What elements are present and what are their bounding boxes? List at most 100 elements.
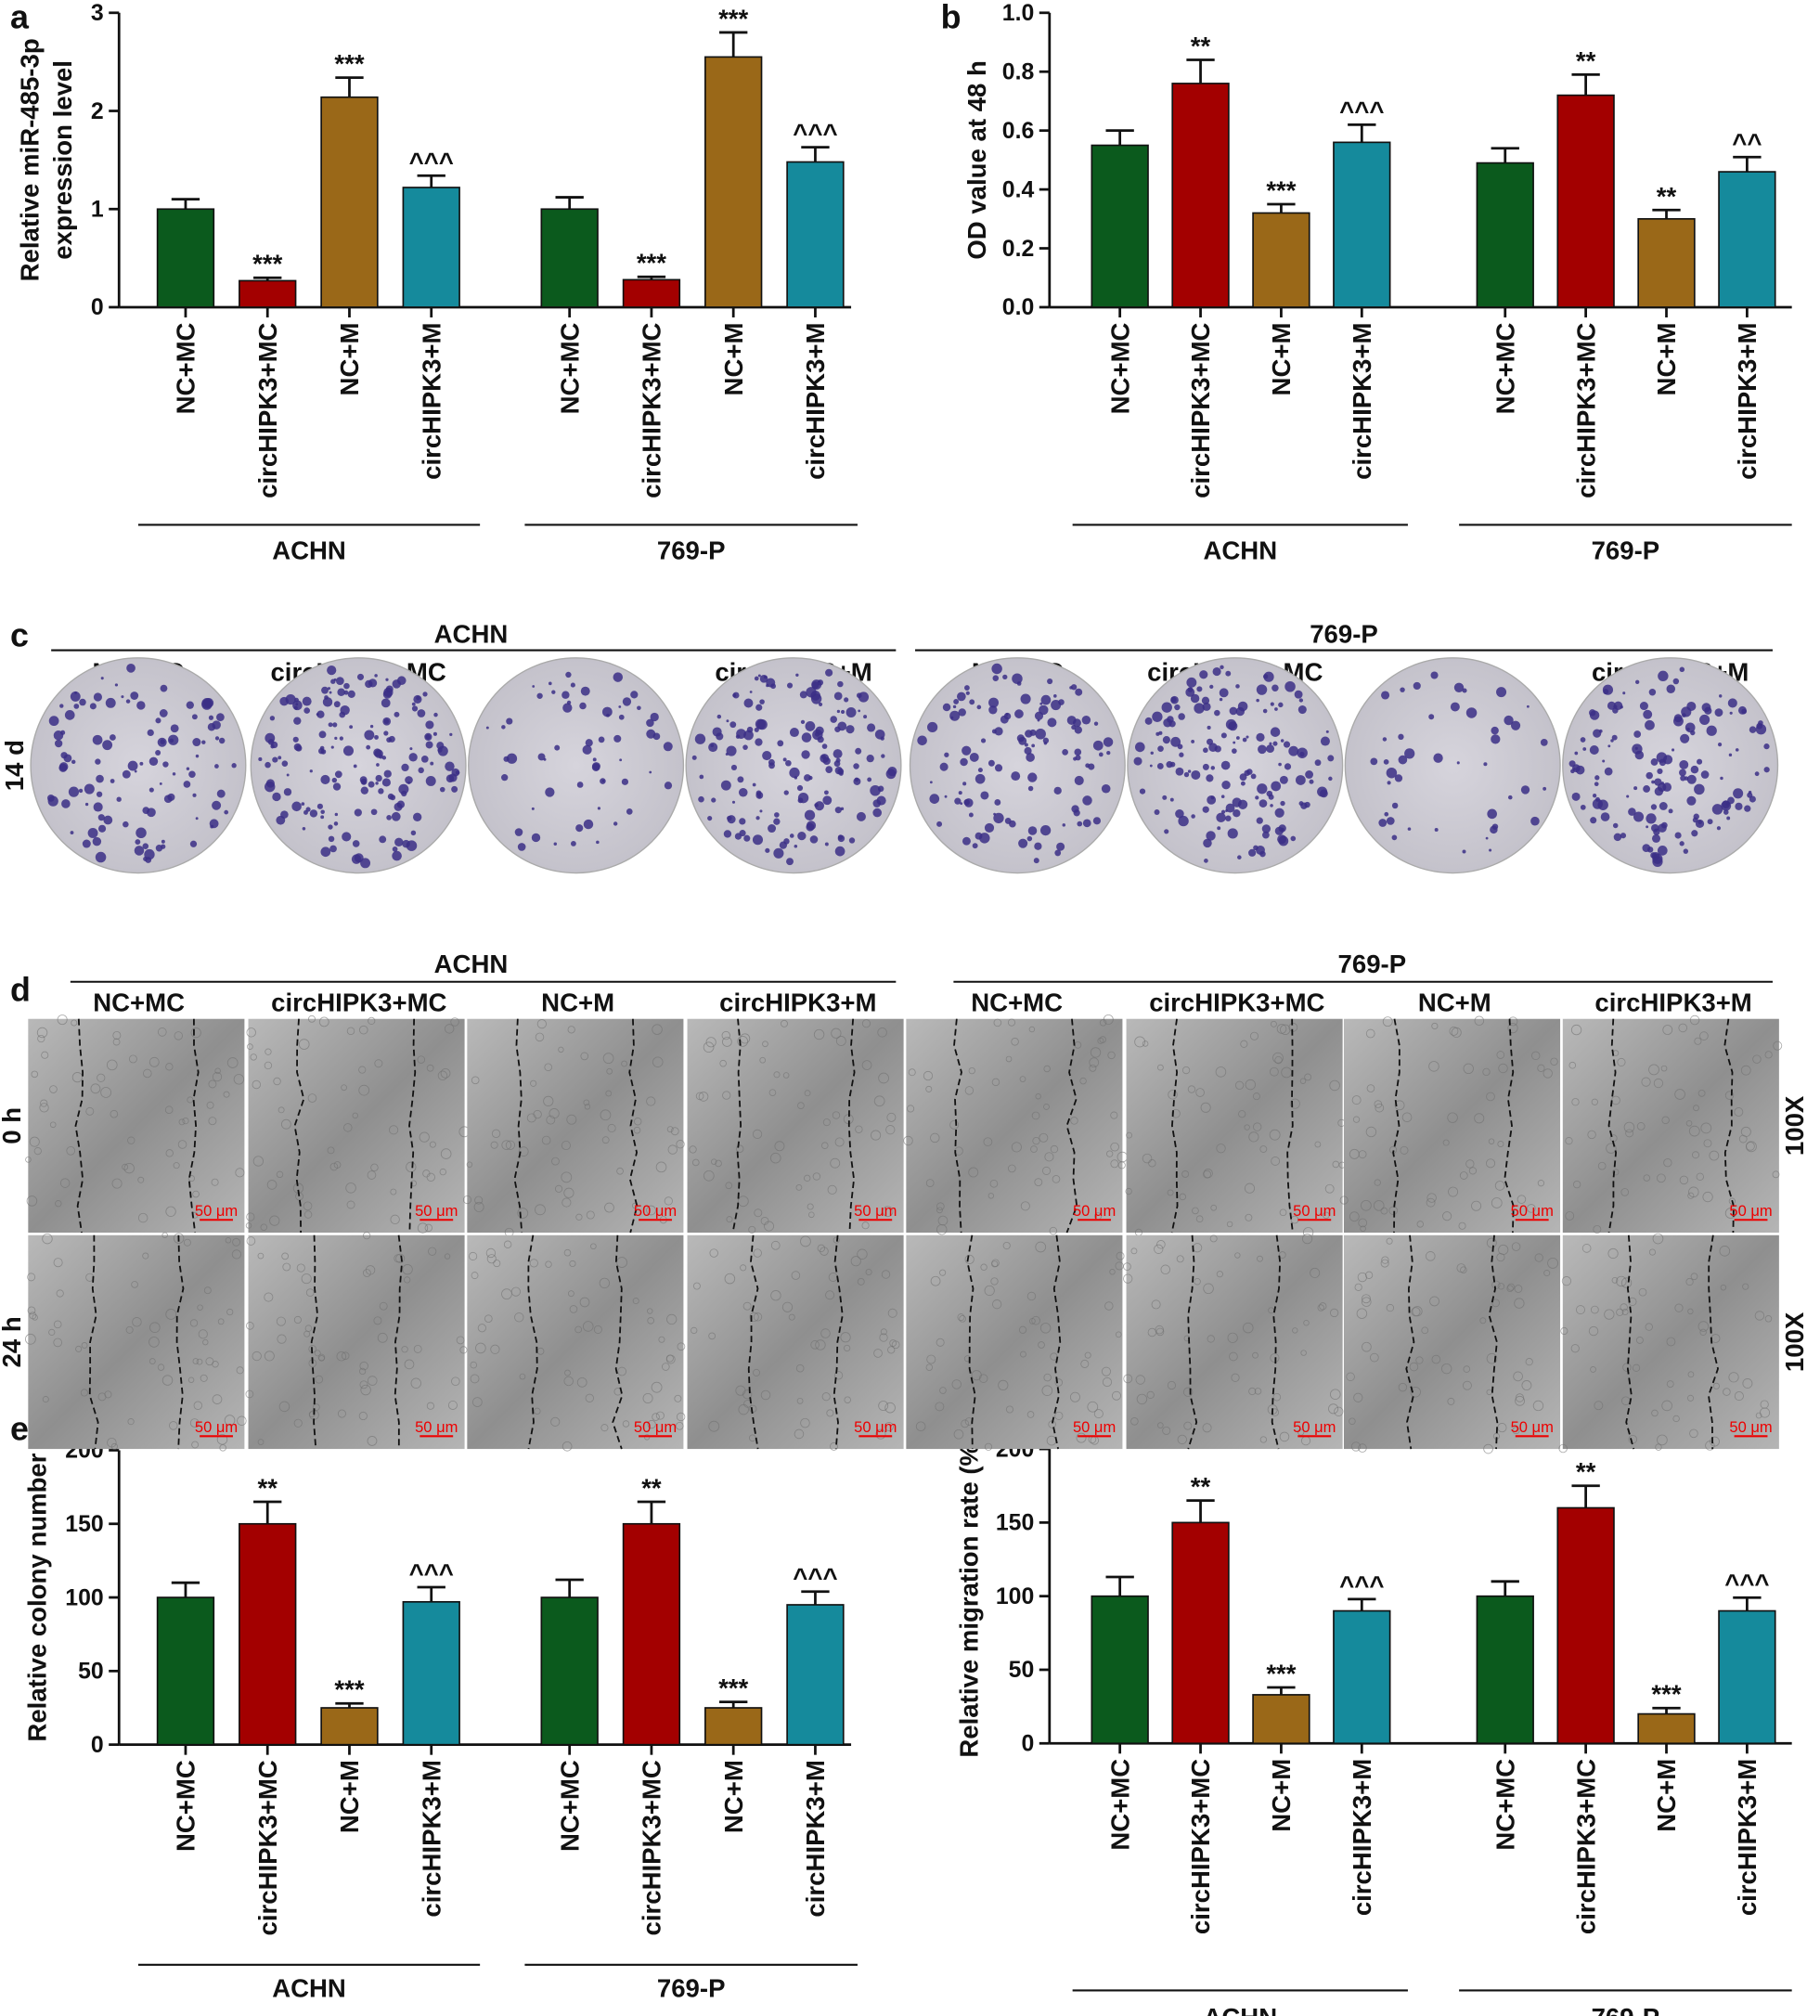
colony	[142, 843, 149, 849]
cell	[75, 1345, 83, 1352]
cell	[106, 1059, 118, 1071]
wound-edge	[1723, 1018, 1735, 1234]
colony	[218, 737, 226, 744]
colony	[451, 768, 460, 777]
colony	[1024, 743, 1028, 747]
cell	[1734, 1107, 1744, 1117]
colony	[353, 764, 357, 769]
colony	[1225, 670, 1232, 677]
y-tick-label: 50	[78, 1660, 104, 1685]
cell	[1253, 1122, 1262, 1131]
colony	[789, 728, 799, 738]
colony	[626, 808, 633, 815]
cell	[1689, 1428, 1698, 1439]
scale-bar-label: 50 μm	[1293, 1202, 1336, 1220]
cell	[281, 1252, 289, 1260]
cell	[1011, 1142, 1022, 1153]
cell	[1674, 1089, 1685, 1100]
cell	[514, 1312, 524, 1323]
cell	[370, 1163, 379, 1172]
cell	[1558, 1443, 1568, 1454]
cell	[273, 1077, 281, 1086]
colony	[79, 698, 86, 706]
y-tick-label: 150	[996, 1511, 1034, 1536]
colony	[183, 781, 191, 788]
cell	[343, 1123, 353, 1132]
cell	[667, 1144, 678, 1155]
cell	[1155, 1327, 1165, 1337]
colony	[1592, 798, 1603, 809]
colony	[994, 727, 1003, 736]
wound-edge	[513, 1018, 523, 1234]
cell	[1655, 1443, 1662, 1451]
cell	[142, 1252, 149, 1260]
colony	[216, 713, 225, 722]
colony	[1540, 738, 1548, 746]
x-tick-label: circHIPK3+MC	[253, 322, 282, 498]
cell	[978, 1374, 988, 1383]
cell	[401, 1346, 408, 1353]
scale-bar-label: 50 μm	[1293, 1418, 1336, 1436]
cell	[1723, 1388, 1731, 1396]
colony	[214, 736, 220, 741]
cell	[987, 1193, 995, 1199]
cell	[652, 1024, 663, 1035]
colony	[1325, 730, 1329, 733]
micrograph	[28, 1018, 245, 1234]
colony	[1278, 702, 1284, 708]
cell	[804, 1090, 811, 1097]
colony	[139, 761, 144, 766]
cell	[33, 1146, 42, 1156]
colony	[1635, 679, 1640, 684]
bar	[1091, 1595, 1149, 1745]
cell	[1648, 1064, 1659, 1076]
colony	[1214, 745, 1221, 753]
colony	[1733, 788, 1744, 799]
colony	[1134, 742, 1145, 753]
cell	[936, 1207, 943, 1214]
colony	[1633, 730, 1642, 738]
colony	[291, 801, 302, 812]
colony	[328, 835, 335, 843]
colony	[858, 709, 861, 713]
colony	[1174, 704, 1181, 711]
x-tick-label: circHIPK3+M	[1348, 323, 1376, 480]
cell	[545, 1260, 552, 1268]
colony	[725, 752, 729, 756]
cell	[216, 1434, 228, 1445]
colony	[1610, 739, 1614, 743]
cell	[125, 1325, 134, 1334]
colony	[779, 841, 788, 849]
bar	[1333, 1609, 1391, 1745]
colony	[352, 840, 360, 847]
cell	[1643, 1174, 1651, 1182]
cell	[257, 1252, 265, 1260]
colony	[1278, 835, 1289, 846]
colony	[1489, 848, 1492, 852]
colony	[302, 827, 306, 831]
colony	[1604, 767, 1613, 776]
colony	[78, 788, 84, 794]
cell	[53, 1320, 62, 1329]
colony	[814, 803, 819, 808]
colony	[1298, 698, 1304, 703]
colony	[1018, 736, 1027, 745]
cell	[1382, 1016, 1393, 1027]
colony	[334, 812, 339, 817]
colony	[822, 756, 831, 766]
y-tick-label: 3	[91, 1, 104, 26]
cell	[1724, 1091, 1735, 1100]
colony	[293, 743, 302, 751]
colony	[1462, 688, 1467, 693]
cell	[652, 1056, 664, 1067]
colony	[1719, 694, 1723, 698]
cell	[1002, 1241, 1011, 1250]
cell	[939, 1387, 947, 1394]
colony	[195, 817, 199, 821]
wound-edge	[175, 1234, 185, 1450]
colony	[1258, 744, 1267, 755]
colony	[570, 682, 575, 688]
significance-label: ^^^	[409, 148, 454, 176]
colony	[972, 843, 978, 849]
cell	[1084, 1351, 1091, 1359]
